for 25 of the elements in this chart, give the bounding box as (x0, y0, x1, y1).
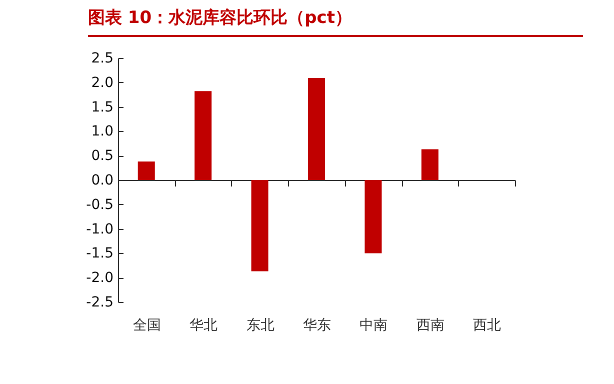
y-tick-label: 0.0 (91, 172, 114, 188)
y-tick-label: 2.5 (91, 50, 114, 66)
y-tick-label: -2.5 (86, 294, 114, 310)
y-tick-label: 0.5 (91, 148, 114, 164)
y-tick-label: 2.0 (91, 74, 114, 91)
y-tick-label: -1.5 (86, 246, 114, 262)
bar (364, 180, 382, 254)
y-tick-label: -1.0 (86, 221, 114, 238)
bar (421, 149, 438, 180)
x-tick-label: 中南 (360, 318, 388, 334)
y-tick-label: 1.0 (91, 124, 114, 140)
x-tick-label: 全国 (132, 318, 161, 334)
x-tick-label: 西南 (416, 318, 444, 334)
x-tick-label: 西北 (473, 318, 502, 334)
bar (138, 161, 155, 180)
bar (194, 91, 212, 180)
x-tick-label: 华东 (303, 318, 331, 334)
y-tick-label: 1.5 (91, 99, 114, 116)
x-tick-label: 东北 (246, 318, 274, 334)
chart-title: 图表 10：水泥库容比环比（pct） (88, 6, 583, 37)
y-tick-label: -2.0 (86, 270, 114, 286)
y-tick-label: -0.5 (86, 196, 114, 213)
bar (251, 180, 268, 272)
x-tick-label: 华北 (190, 318, 218, 334)
bar (308, 78, 326, 180)
